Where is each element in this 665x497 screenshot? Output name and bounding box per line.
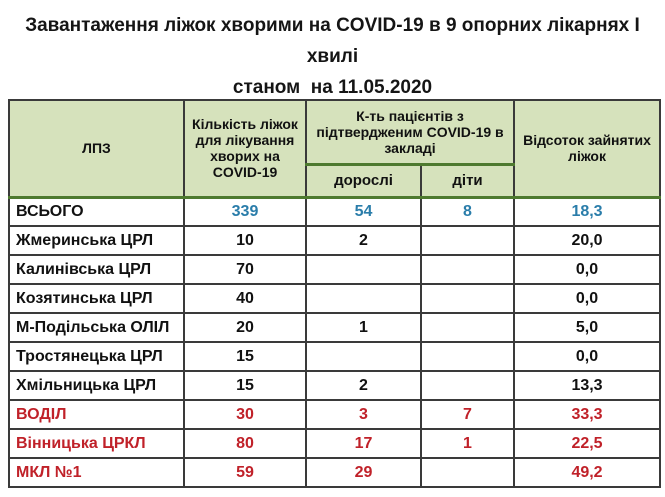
table-row: МКЛ №1 59 29 49,2 bbox=[8, 457, 662, 488]
hospital-name-cell: Жмеринська ЦРЛ bbox=[8, 225, 185, 256]
header-beds: Кількість ліжок для лікування хворих на … bbox=[183, 99, 307, 199]
adults-cell: 3 bbox=[305, 399, 422, 430]
percent-cell: 20,0 bbox=[513, 225, 662, 256]
hospital-name-cell: Хмільницька ЦРЛ bbox=[8, 370, 185, 401]
adults-cell bbox=[305, 341, 422, 372]
beds-cell: 70 bbox=[183, 254, 307, 285]
children-cell bbox=[419, 341, 516, 372]
header-lpz: ЛПЗ bbox=[8, 99, 185, 199]
table-row: Калинівська ЦРЛ 70 0,0 bbox=[8, 254, 662, 285]
children-cell: 7 bbox=[419, 399, 516, 430]
table-body: ВСЬОГО 339 54 8 18,3 Жмеринська ЦРЛ 10 2 20,0 Кал… bbox=[8, 196, 662, 488]
table-row: Тростянецька ЦРЛ 15 0,0 bbox=[8, 341, 662, 372]
page-title-line2: станом на 11.05.2020 bbox=[232, 76, 433, 98]
table-row: Вінницька ЦРКЛ 80 17 1 22,5 bbox=[8, 428, 662, 459]
adults-cell: 17 bbox=[305, 428, 422, 459]
page-title: Завантаження ліжок хворими на COVID-19 в… bbox=[4, 11, 661, 103]
beds-cell: 20 bbox=[183, 312, 307, 343]
table-row: ВОДІЛ 30 3 7 33,3 bbox=[8, 399, 662, 430]
percent-cell: 0,0 bbox=[513, 283, 662, 314]
beds-cell: 30 bbox=[183, 399, 307, 430]
table-row: Хмільницька ЦРЛ 15 2 13,3 bbox=[8, 370, 662, 401]
header-children: діти bbox=[419, 163, 516, 199]
children-cell bbox=[419, 225, 516, 256]
hospital-name-cell: Козятинська ЦРЛ bbox=[8, 283, 185, 314]
percent-cell: 13,3 bbox=[513, 370, 662, 401]
percent-cell: 18,3 bbox=[513, 196, 662, 227]
header-adults: дорослі bbox=[305, 163, 422, 199]
table-header: ЛПЗ Кількість ліжок для лікування хворих… bbox=[8, 99, 662, 199]
beds-cell: 59 bbox=[183, 457, 307, 488]
adults-cell bbox=[305, 283, 422, 314]
slide: Завантаження ліжок хворими на COVID-19 в… bbox=[0, 11, 665, 497]
percent-cell: 33,3 bbox=[513, 399, 662, 430]
table-row: ВСЬОГО 339 54 8 18,3 bbox=[8, 196, 662, 227]
hospital-name-cell: Тростянецька ЦРЛ bbox=[8, 341, 185, 372]
adults-cell: 1 bbox=[305, 312, 422, 343]
header-patients: К-ть пацієнтів з підтвердженим COVID-19 … bbox=[304, 99, 516, 166]
hospital-name-cell: ВОДІЛ bbox=[8, 399, 185, 430]
adults-cell: 2 bbox=[305, 370, 422, 401]
table-row: Жмеринська ЦРЛ 10 2 20,0 bbox=[8, 225, 662, 256]
percent-cell: 0,0 bbox=[513, 254, 662, 285]
hospital-name-cell: МКЛ №1 bbox=[8, 457, 185, 488]
beds-cell: 15 bbox=[183, 341, 307, 372]
adults-cell: 54 bbox=[305, 196, 422, 227]
beds-cell: 15 bbox=[183, 370, 307, 401]
table-row: Козятинська ЦРЛ 40 0,0 bbox=[8, 283, 662, 314]
beds-cell: 80 bbox=[183, 428, 307, 459]
percent-cell: 22,5 bbox=[513, 428, 662, 459]
hospital-name-cell: Вінницька ЦРКЛ bbox=[8, 428, 185, 459]
children-cell bbox=[419, 283, 516, 314]
children-cell bbox=[419, 254, 516, 285]
children-cell bbox=[419, 370, 516, 401]
beds-cell: 40 bbox=[183, 283, 307, 314]
percent-cell: 49,2 bbox=[513, 457, 662, 488]
beds-cell: 339 bbox=[183, 196, 307, 227]
adults-cell bbox=[305, 254, 422, 285]
header-percent: Відсоток зайнятих ліжок bbox=[513, 99, 662, 199]
hospital-name-cell: Калинівська ЦРЛ bbox=[8, 254, 185, 285]
children-cell bbox=[419, 457, 516, 488]
percent-cell: 5,0 bbox=[513, 312, 662, 343]
page-title-line1: Завантаження ліжок хворими на COVID-19 в… bbox=[25, 15, 640, 67]
hospital-name-cell: М-Подільська ОЛІЛ bbox=[8, 312, 185, 343]
beds-table: ЛПЗ Кількість ліжок для лікування хворих… bbox=[8, 99, 662, 488]
children-cell: 8 bbox=[419, 196, 516, 227]
table-row: М-Подільська ОЛІЛ 20 1 5,0 bbox=[8, 312, 662, 343]
children-cell: 1 bbox=[419, 428, 516, 459]
percent-cell: 0,0 bbox=[513, 341, 662, 372]
hospital-name-cell: ВСЬОГО bbox=[8, 196, 185, 227]
children-cell bbox=[419, 312, 516, 343]
beds-cell: 10 bbox=[183, 225, 307, 256]
adults-cell: 2 bbox=[305, 225, 422, 256]
adults-cell: 29 bbox=[305, 457, 422, 488]
